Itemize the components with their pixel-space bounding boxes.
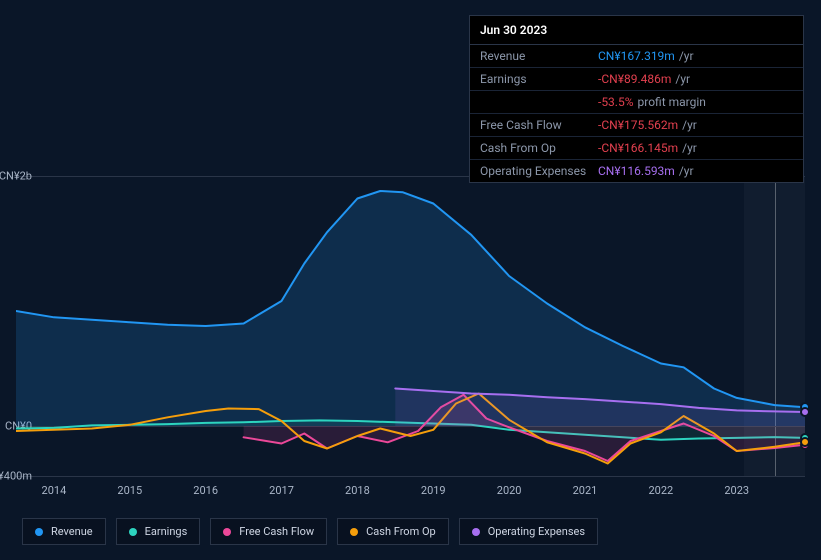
legend-item[interactable]: Operating Expenses [459,518,598,545]
legend-dot-icon [472,528,480,536]
tooltip-label: Free Cash Flow [480,118,598,132]
tooltip-row: Earnings-CN¥89.486m/yr [470,68,803,91]
x-axis-label: 2017 [269,484,294,497]
legend-dot-icon [223,528,231,536]
tooltip-label [480,95,598,109]
tooltip-value: -CN¥175.562m [598,118,678,132]
tooltip-value: -CN¥89.486m [598,72,671,86]
gridline [16,476,805,477]
tooltip-unit: /yr [679,164,694,178]
chart-svg [16,176,805,476]
x-axis-label: 2015 [117,484,142,497]
legend-label: Operating Expenses [488,525,585,538]
tooltip-unit: /yr [679,49,694,63]
legend-label: Earnings [145,525,188,538]
legend-label: Free Cash Flow [239,525,314,538]
legend-item[interactable]: Revenue [22,518,106,545]
tooltip-unit: /yr [682,141,697,155]
legend-item[interactable]: Earnings [116,518,201,545]
legend-dot-icon [129,528,137,536]
x-axis-label: 2021 [573,484,598,497]
x-axis-label: 2019 [421,484,446,497]
x-axis-label: 2023 [724,484,749,497]
tooltip-label: Cash From Op [480,141,598,155]
tooltip-label: Earnings [480,72,598,86]
legend: Revenue Earnings Free Cash Flow Cash From O… [22,518,598,545]
tooltip-label: Operating Expenses [480,164,598,178]
tooltip-row: Operating ExpensesCN¥116.593m/yr [470,160,803,182]
series-endpoint [800,407,810,417]
x-axis-label: 2020 [497,484,522,497]
data-tooltip: Jun 30 2023 RevenueCN¥167.319m/yrEarning… [469,15,804,183]
series-endpoint [800,437,810,447]
legend-dot-icon [350,528,358,536]
tooltip-row: RevenueCN¥167.319m/yr [470,45,803,68]
x-axis-label: 2018 [345,484,370,497]
tooltip-value: -CN¥166.145m [598,141,678,155]
tooltip-value: CN¥167.319m [598,49,675,63]
legend-item[interactable]: Free Cash Flow [210,518,327,545]
x-axis-label: 2014 [42,484,67,497]
legend-dot-icon [35,528,43,536]
legend-item[interactable]: Cash From Op [337,518,449,545]
tooltip-row: Free Cash Flow-CN¥175.562m/yr [470,114,803,137]
tooltip-date: Jun 30 2023 [470,16,803,45]
tooltip-row: Cash From Op-CN¥166.145m/yr [470,137,803,160]
tooltip-unit: /yr [682,118,697,132]
legend-label: Cash From Op [366,525,436,538]
x-axis-label: 2016 [193,484,218,497]
tooltip-unit: /yr [675,72,690,86]
financials-chart: CN¥2b CN¥0 -CN¥400m 20142015201620172018… [16,176,805,476]
tooltip-value: -53.5% [598,95,634,109]
x-axis-label: 2022 [648,484,673,497]
tooltip-unit: profit margin [638,95,706,109]
legend-label: Revenue [51,525,93,538]
tooltip-label: Revenue [480,49,598,63]
tooltip-value: CN¥116.593m [598,164,675,178]
tooltip-row: -53.5% profit margin [470,91,803,114]
